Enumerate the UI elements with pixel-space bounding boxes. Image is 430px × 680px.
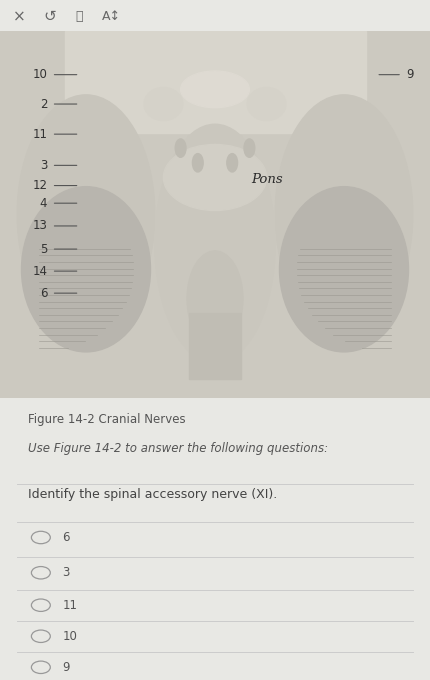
Text: 4: 4: [40, 197, 47, 209]
Ellipse shape: [275, 95, 413, 333]
Ellipse shape: [247, 88, 286, 120]
Bar: [189, 313, 241, 379]
Bar: [64, 31, 366, 133]
Text: 11: 11: [62, 598, 77, 612]
Ellipse shape: [17, 95, 155, 333]
Ellipse shape: [155, 124, 275, 363]
Text: 14: 14: [32, 265, 47, 277]
Ellipse shape: [22, 186, 150, 352]
Text: 2: 2: [40, 97, 47, 111]
Text: 13: 13: [32, 220, 47, 233]
Text: 11: 11: [32, 128, 47, 141]
Text: ×: ×: [13, 10, 26, 24]
Text: 10: 10: [32, 68, 47, 81]
Text: 3: 3: [62, 566, 70, 579]
Text: ↺: ↺: [43, 10, 56, 24]
Text: 6: 6: [62, 531, 70, 544]
Text: 12: 12: [32, 179, 47, 192]
Text: 9: 9: [62, 661, 70, 674]
Text: 3: 3: [40, 159, 47, 172]
Ellipse shape: [244, 139, 255, 157]
Ellipse shape: [280, 186, 408, 352]
Ellipse shape: [192, 154, 203, 172]
Text: A↕: A↕: [102, 10, 121, 23]
Ellipse shape: [187, 251, 243, 346]
Ellipse shape: [181, 71, 249, 107]
Ellipse shape: [144, 88, 183, 120]
Text: ⓘ: ⓘ: [76, 10, 83, 23]
Text: 5: 5: [40, 243, 47, 256]
Ellipse shape: [175, 139, 186, 157]
Text: 10: 10: [62, 630, 77, 643]
Text: Figure 14-2 Cranial Nerves: Figure 14-2 Cranial Nerves: [28, 413, 186, 426]
Text: 6: 6: [40, 287, 47, 300]
Text: Identify the spinal accessory nerve (XI).: Identify the spinal accessory nerve (XI)…: [28, 488, 277, 501]
Text: Pons: Pons: [251, 173, 283, 186]
Ellipse shape: [163, 144, 267, 211]
Text: 9: 9: [406, 68, 414, 81]
Text: Use Figure 14-2 to answer the following questions:: Use Figure 14-2 to answer the following …: [28, 441, 328, 454]
Ellipse shape: [227, 154, 238, 172]
